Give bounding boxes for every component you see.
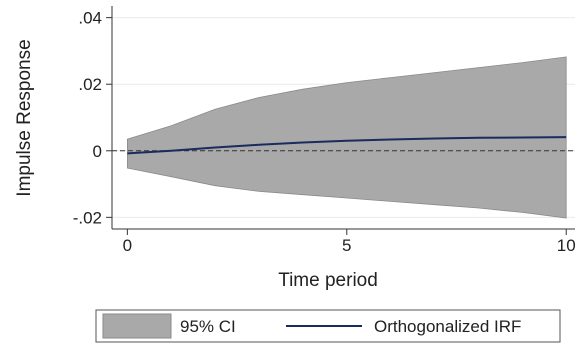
y-tick-label-1: 0 — [93, 142, 102, 161]
y-tick-label-3: .04 — [78, 9, 102, 28]
legend-label-irf: Orthogonalized IRF — [374, 317, 521, 336]
y-tick-label-2: .02 — [78, 75, 102, 94]
legend-swatch-ci — [102, 313, 172, 339]
legend: 95% CI Orthogonalized IRF — [95, 309, 561, 343]
x-axis-title: Time period — [278, 270, 378, 291]
y-axis-title: Impulse Response — [14, 39, 35, 196]
y-tick-label-0: -.02 — [73, 208, 102, 227]
legend-label-ci: 95% CI — [180, 317, 236, 336]
x-tick-label-0: 0 — [123, 236, 132, 255]
ci-band — [127, 56, 567, 219]
irf-line — [127, 136, 567, 155]
x-tick-label-2: 10 — [557, 236, 576, 255]
x-tick-label-1: 5 — [342, 236, 351, 255]
plot-region: -.02 0 .02 .04 0 5 10 — [73, 6, 576, 255]
